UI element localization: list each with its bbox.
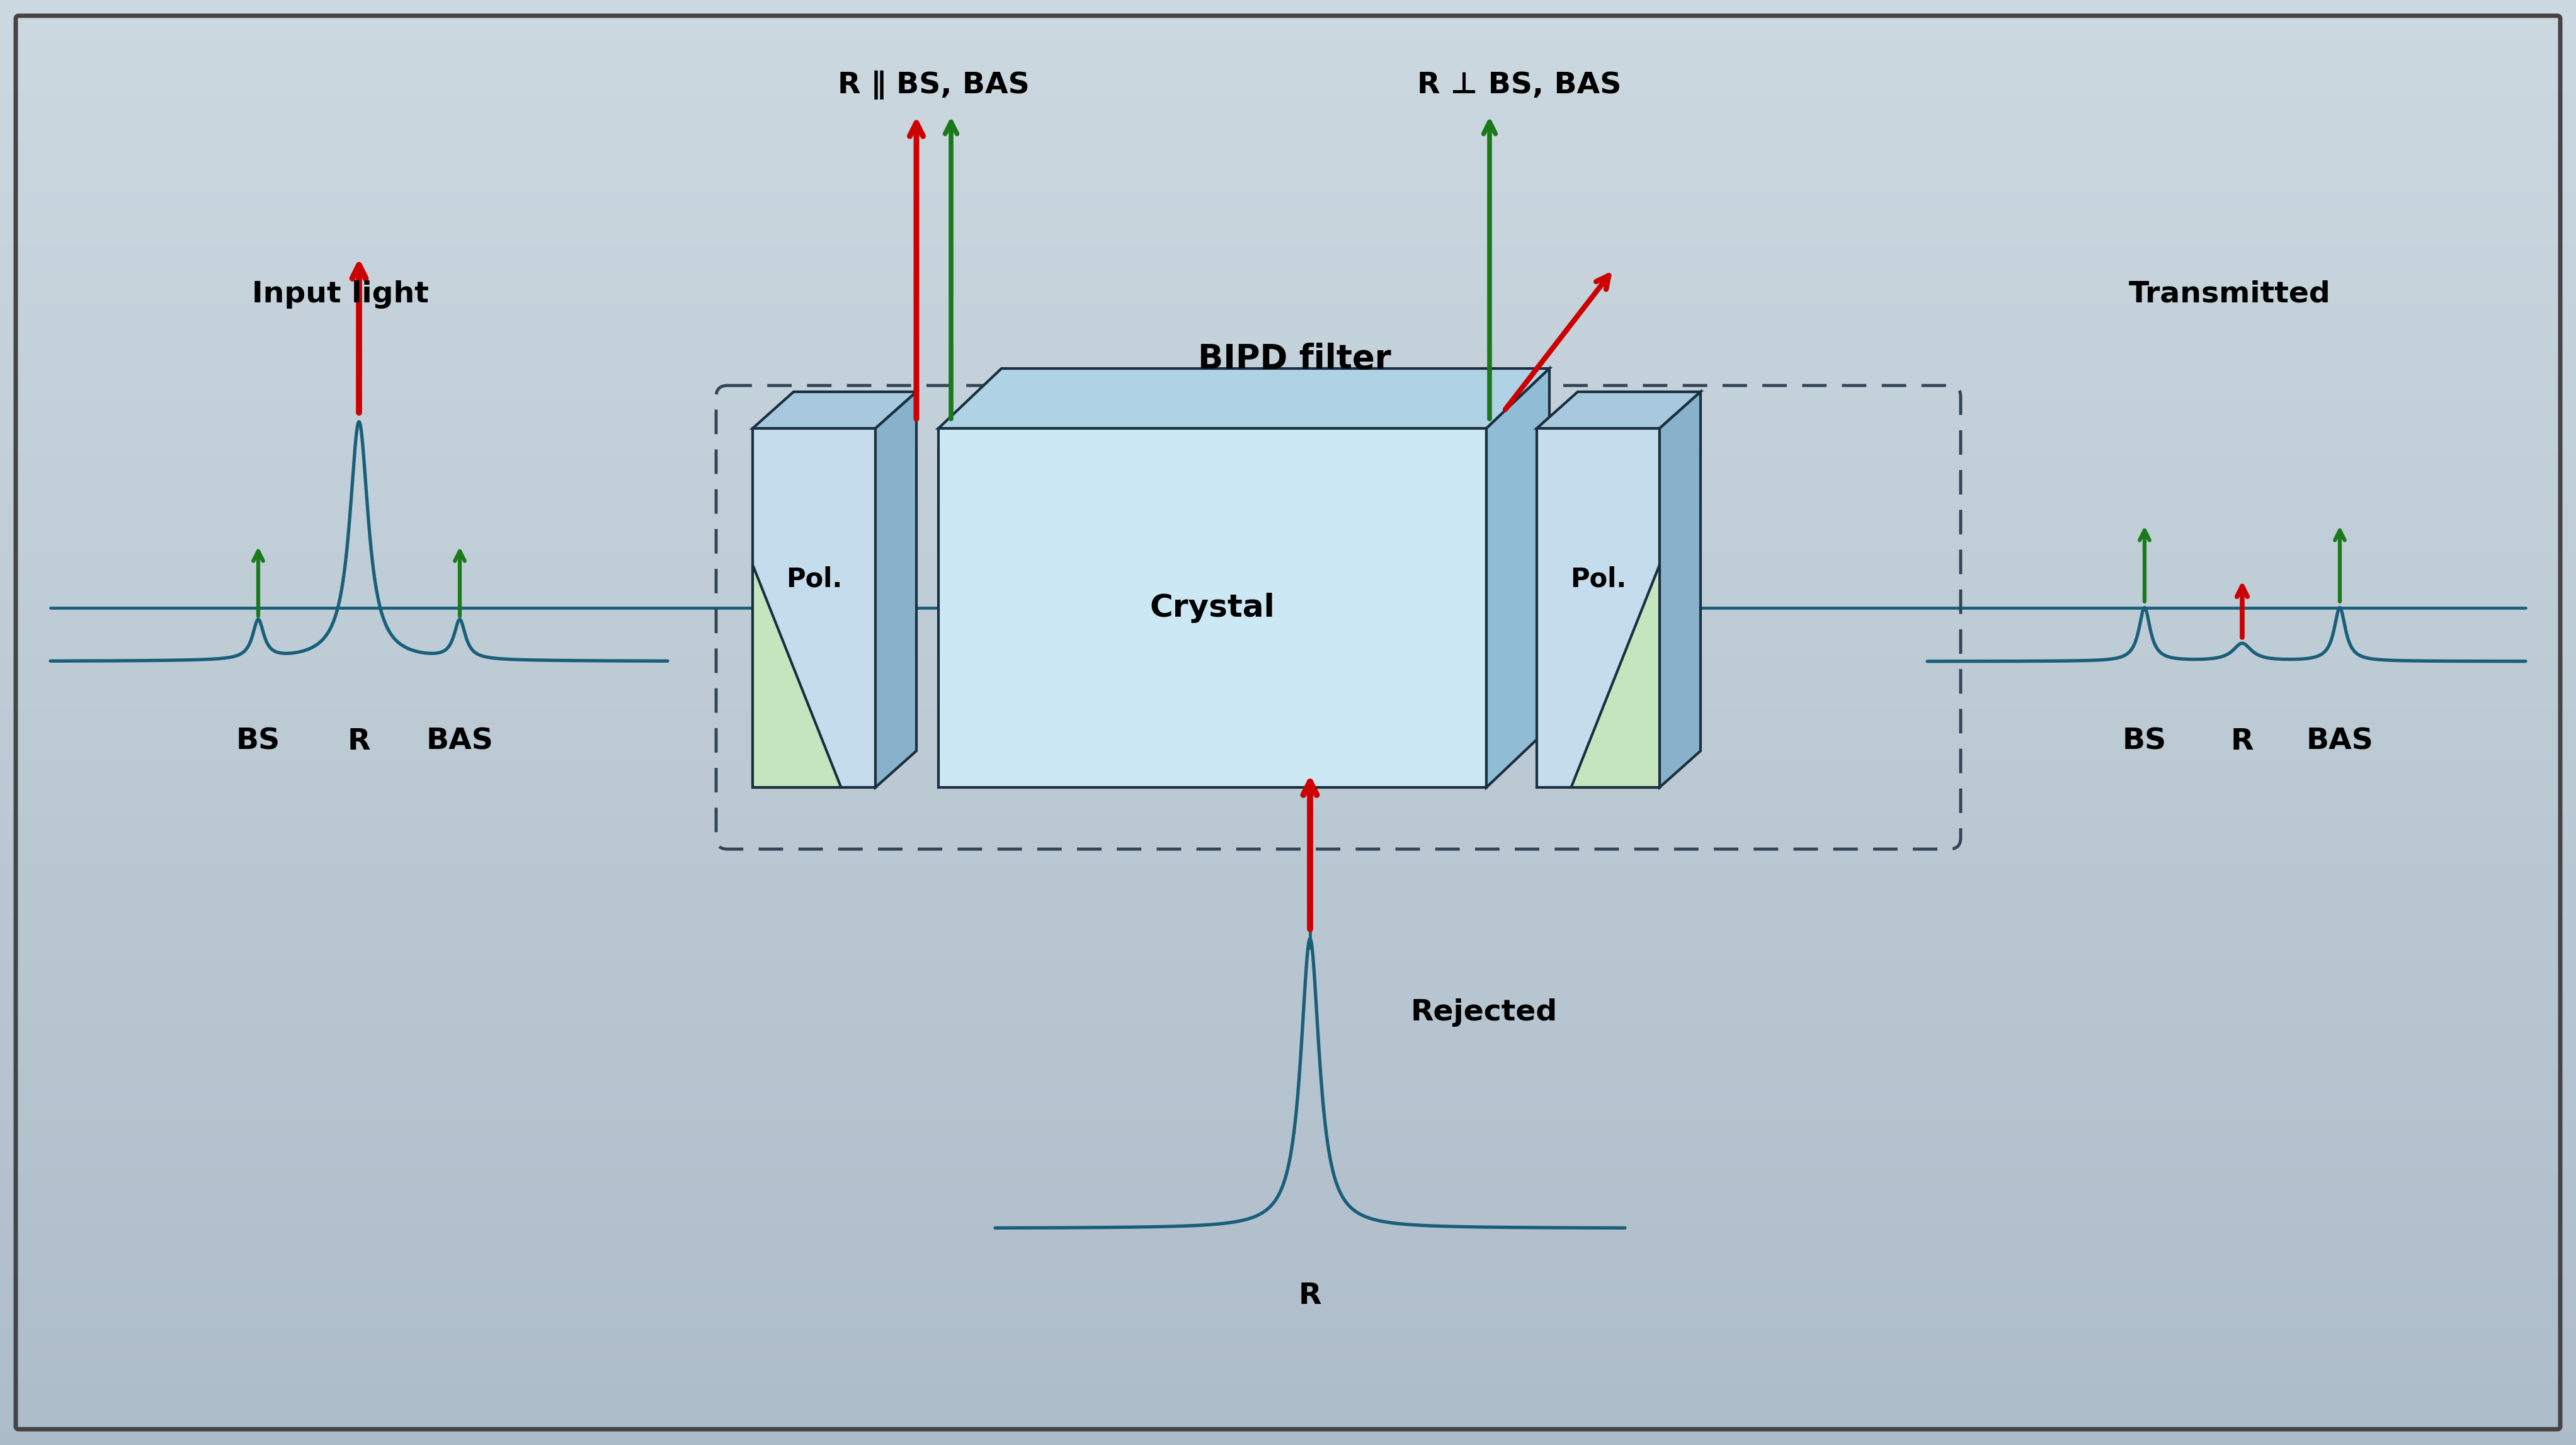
Text: BIPD filter: BIPD filter [1198, 342, 1391, 376]
Polygon shape [876, 392, 917, 788]
Text: BS: BS [237, 727, 281, 756]
Polygon shape [1538, 392, 1700, 428]
Text: R ∥ BS, BAS: R ∥ BS, BAS [837, 71, 1030, 100]
Text: BS: BS [2123, 727, 2166, 756]
Polygon shape [752, 428, 876, 788]
Text: R: R [348, 727, 371, 756]
Text: R ⊥ BS, BAS: R ⊥ BS, BAS [1417, 71, 1620, 100]
Text: Pol.: Pol. [1571, 566, 1625, 592]
Text: Rejected: Rejected [1412, 998, 1558, 1027]
Polygon shape [1538, 428, 1659, 788]
Text: BAS: BAS [425, 727, 495, 756]
Polygon shape [1659, 392, 1700, 788]
Text: BAS: BAS [2306, 727, 2372, 756]
Polygon shape [938, 368, 1548, 428]
Text: Crystal: Crystal [1149, 592, 1275, 623]
Text: R: R [1298, 1282, 1321, 1311]
Text: R: R [2231, 727, 2254, 756]
Polygon shape [1571, 565, 1659, 788]
Polygon shape [752, 565, 842, 788]
Text: Pol.: Pol. [786, 566, 842, 592]
Text: Transmitted: Transmitted [2128, 280, 2331, 309]
Polygon shape [1486, 368, 1548, 788]
Polygon shape [938, 428, 1486, 788]
Polygon shape [752, 392, 917, 428]
Text: Input light: Input light [252, 280, 428, 309]
